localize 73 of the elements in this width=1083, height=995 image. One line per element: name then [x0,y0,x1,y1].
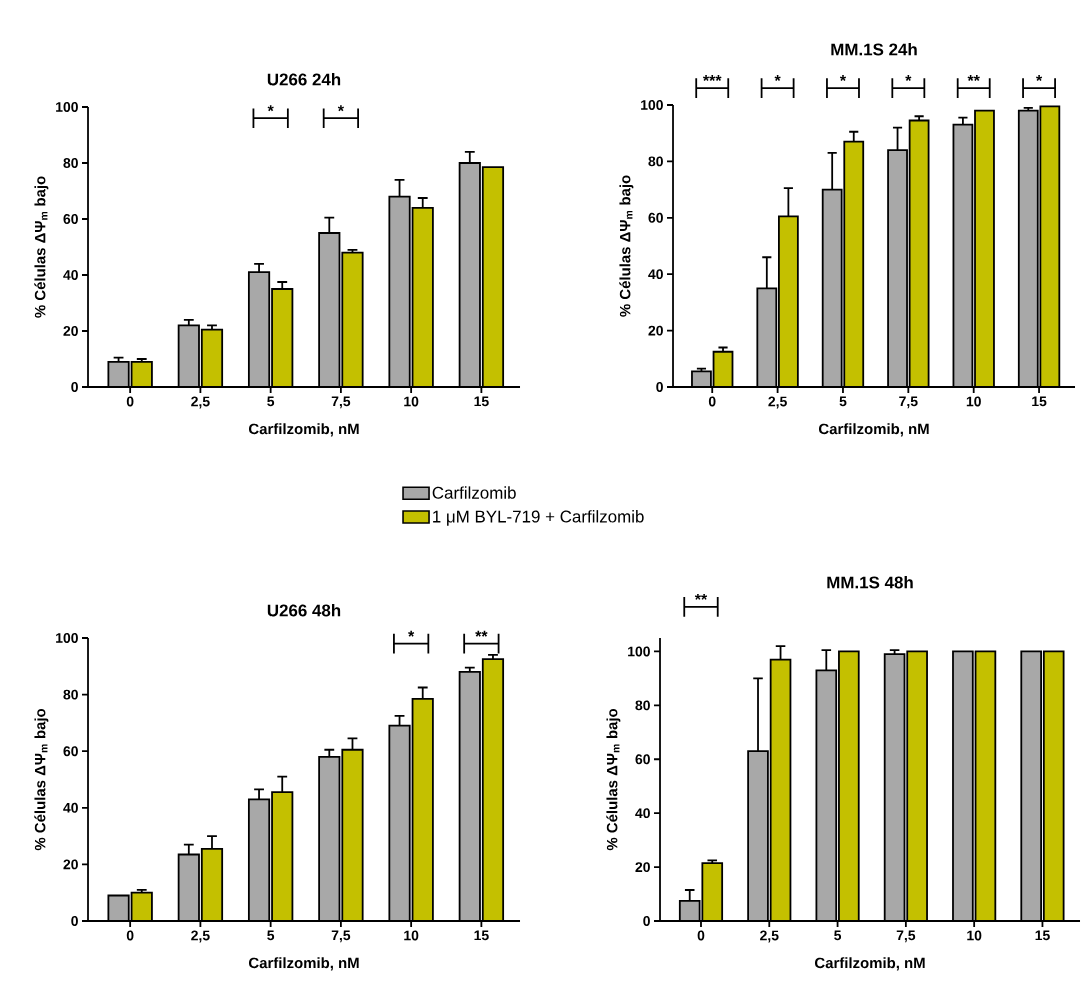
x-axis-title: Carfilzomib, nM [249,423,359,437]
x-axis-title: Carfilzomib, nM [815,957,925,971]
x-tick-label: 5 [834,930,842,941]
x-tick-label: 15 [1035,930,1050,941]
text: *** [702,75,722,82]
chart-title: MM.1S 48h [827,576,913,589]
y-tick-label: 20 [635,862,650,873]
legend-label: Carfilzomib [432,486,516,499]
y-tick-label: 60 [63,214,78,224]
x-tick-label: 0 [708,396,716,407]
x-tick-label: 15 [474,930,489,941]
x-tick-label: 7,5 [331,930,351,943]
text: ** [694,593,708,600]
text: * [774,75,781,82]
text: * [905,75,912,82]
y-tick-label: 20 [63,859,78,870]
x-tick-label: 5 [267,396,275,407]
y-tick-label: 60 [635,754,650,765]
x-axis-title: Carfilzomib, nM [249,957,359,971]
chart-title: MM.1S 24h [831,43,917,56]
text: ** [475,630,488,637]
x-axis-title: Carfilzomib, nM [819,423,929,437]
y-tick-label: 100 [628,646,650,657]
text: * [1036,75,1043,82]
text: * [408,630,415,637]
y-tick-label: 100 [641,100,663,110]
text: ** [967,75,980,82]
y-tick-label: 0 [643,916,650,926]
annotation: * [337,105,344,112]
y-tick-label: 20 [63,326,78,336]
x-tick-label: 2,5 [191,930,210,943]
x-tick-label: 2,5 [191,396,210,409]
x-tick-label: 10 [967,930,982,941]
x-tick-label: 10 [404,396,419,407]
y-axis-title: % Células ΔΨ$_{m}$ bajo [34,176,49,318]
y-tick-label: 40 [63,802,78,813]
y-tick-label: 100 [56,633,78,643]
y-axis-title: % Células ΔΨ$_{m}$ bajo [619,175,634,317]
annotation: * [267,105,274,112]
x-tick-label: 0 [126,930,134,941]
text: * [839,75,847,82]
y-tick-label: 80 [648,156,663,167]
y-tick-label: 0 [71,916,78,926]
x-tick-label: 7,5 [331,396,351,409]
y-tick-label: 60 [648,212,663,223]
x-tick-label: 15 [1032,396,1047,407]
x-tick-label: 10 [404,930,419,941]
y-tick-label: 0 [71,382,78,392]
chart-title: U266 24h [267,73,341,86]
y-tick-label: 0 [656,382,663,392]
y-tick-label: 60 [63,746,78,757]
y-axis-title: % Células ΔΨ$_{m}$ bajo [34,708,49,851]
y-tick-label: 100 [56,102,78,112]
x-tick-label: 7,5 [896,930,916,943]
y-tick-label: 40 [635,808,650,819]
y-tick-label: 40 [63,270,78,280]
x-tick-label: 15 [474,396,489,407]
x-tick-label: 5 [839,396,847,407]
x-tick-label: 2,5 [768,396,787,409]
x-tick-label: 10 [966,396,981,407]
x-tick-label: 0 [126,396,134,407]
y-tick-label: 80 [63,158,78,168]
y-axis-title: % Células ΔΨ$_{m}$ bajo [606,708,621,851]
y-tick-label: 40 [648,269,663,280]
y-tick-label: 20 [648,325,663,336]
x-tick-label: 5 [267,930,275,941]
x-tick-label: 7,5 [899,396,918,409]
x-tick-label: 2,5 [760,930,779,943]
chart-title: U266 48h [267,604,341,617]
x-tick-label: 0 [697,930,705,941]
legend-label: 1 μM BYL-719 + Carfilzomib [433,510,644,526]
y-tick-label: 80 [63,689,78,700]
y-tick-label: 80 [635,700,650,711]
